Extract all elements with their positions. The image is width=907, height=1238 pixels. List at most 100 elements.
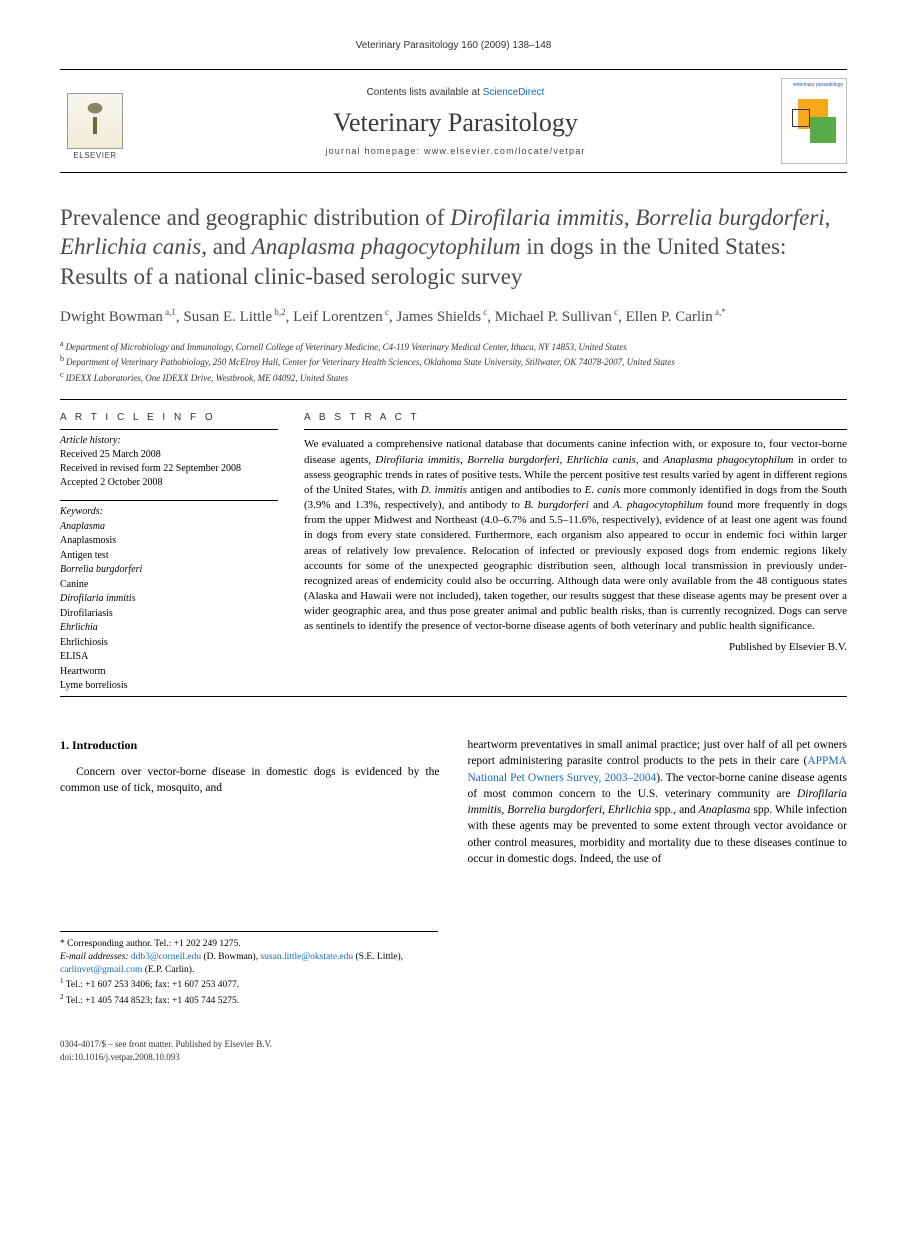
journal-cover-thumbnail: veterinary parasitology xyxy=(781,78,847,164)
email-label: E-mail addresses: xyxy=(60,952,131,962)
footer-copyright: 0304-4017/$ – see front matter. Publishe… xyxy=(60,1038,847,1051)
homepage-url[interactable]: www.elsevier.com/locate/vetpar xyxy=(424,146,586,156)
article-info-column: A R T I C L E I N F O Article history: R… xyxy=(60,402,278,694)
footnotes: * Corresponding author. Tel.: +1 202 249… xyxy=(60,931,438,1009)
homepage-prefix: journal homepage: xyxy=(325,146,424,156)
title-fragment: Dirofilaria immitis xyxy=(450,205,624,230)
history-line: Accepted 2 October 2008 xyxy=(60,476,278,490)
email-link[interactable]: susan.little@okstate.edu xyxy=(260,952,353,962)
cover-thumb-art xyxy=(790,95,838,155)
keyword: Borrelia burgdorferi xyxy=(60,563,278,578)
elsevier-tree-icon xyxy=(67,93,123,149)
keyword: Dirofilaria immitis xyxy=(60,592,278,607)
email-attribution: (E.P. Carlin). xyxy=(142,965,194,975)
body-fragment: Ehrlichia xyxy=(608,804,651,816)
author: Michael P. Sullivan c xyxy=(495,309,618,325)
keyword: Antigen test xyxy=(60,549,278,564)
body-fragment: Borrelia burgdorferi xyxy=(507,804,602,816)
footnote-number: 2 xyxy=(60,993,64,1001)
footnote-line: 1 Tel.: +1 607 253 3406; fax: +1 607 253… xyxy=(60,977,438,992)
affiliation-key: b xyxy=(60,354,66,363)
email-attribution: (D. Bowman), xyxy=(201,952,260,962)
keyword: ELISA xyxy=(60,650,278,665)
keyword: Heartworm xyxy=(60,665,278,680)
keywords-label: Keywords: xyxy=(60,505,278,520)
author: Susan E. Little b,2 xyxy=(183,309,285,325)
article-title: Prevalence and geographic distribution o… xyxy=(60,203,847,291)
history-label: Article history: xyxy=(60,434,278,448)
author-list: Dwight Bowman a,1, Susan E. Little b,2, … xyxy=(60,306,847,327)
author-mark: c xyxy=(383,307,389,317)
body-fragment: Anaplasma xyxy=(699,804,751,816)
title-fragment: , xyxy=(624,205,636,230)
abstract-fragment: , and xyxy=(636,454,663,466)
abstract-fragment: Ehrlichia canis xyxy=(567,454,636,466)
history-line: Received 25 March 2008 xyxy=(60,448,278,462)
article-history: Article history: Received 25 March 2008R… xyxy=(60,434,278,490)
abstract-fragment: E. canis xyxy=(585,484,621,496)
affiliation: a Department of Microbiology and Immunol… xyxy=(60,338,847,354)
page-footer: 0304-4017/$ – see front matter. Publishe… xyxy=(60,1038,847,1063)
abstract-heading: A B S T R A C T xyxy=(304,412,847,423)
elsevier-wordmark: ELSEVIER xyxy=(73,151,116,160)
keyword: Ehrlichia xyxy=(60,621,278,636)
author: Dwight Bowman a,1 xyxy=(60,309,176,325)
keyword: Dirofilariasis xyxy=(60,607,278,622)
section-number: 1. xyxy=(60,738,69,752)
author: James Shields c xyxy=(396,309,487,325)
abstract-fragment: antigen and antibodies to xyxy=(467,484,585,496)
sciencedirect-link[interactable]: ScienceDirect xyxy=(483,87,545,98)
title-fragment: Anaplasma phagocytophilum xyxy=(252,234,521,259)
journal-name: Veterinary Parasitology xyxy=(144,108,767,138)
affiliation-key: a xyxy=(60,339,66,348)
article-body: 1. Introduction Concern over vector-born… xyxy=(60,737,847,917)
keyword: Anaplasma xyxy=(60,520,278,535)
contents-prefix: Contents lists available at xyxy=(367,87,483,98)
footer-doi: doi:10.1016/j.vetpar.2008.10.093 xyxy=(60,1051,847,1064)
keyword: Lyme borreliosis xyxy=(60,679,278,694)
title-fragment: Borrelia burgdorferi xyxy=(635,205,824,230)
info-rule-2 xyxy=(60,500,278,501)
email-link[interactable]: carlinvet@gmail.com xyxy=(60,965,142,975)
abstract-fragment: , xyxy=(559,454,566,466)
abstract-fragment: Dirofilaria immitis xyxy=(375,454,460,466)
contents-line: Contents lists available at ScienceDirec… xyxy=(144,87,767,98)
email-addresses: E-mail addresses: ddb3@cornell.edu (D. B… xyxy=(60,951,438,978)
running-head: Veterinary Parasitology 160 (2009) 138–1… xyxy=(60,40,847,51)
affiliation: c IDEXX Laboratories, One IDEXX Drive, W… xyxy=(60,369,847,385)
title-fragment: , xyxy=(825,205,831,230)
rule-bottom xyxy=(60,696,847,697)
abstract-column: A B S T R A C T We evaluated a comprehen… xyxy=(304,402,847,694)
abstract-rule xyxy=(304,429,847,430)
author: Leif Lorentzen c xyxy=(293,309,389,325)
cover-thumb-title: veterinary parasitology xyxy=(785,82,843,88)
abstract-fragment: D. immitis xyxy=(421,484,467,496)
article-info-heading: A R T I C L E I N F O xyxy=(60,412,278,423)
title-fragment: , and xyxy=(201,234,251,259)
abstract-fragment: found more frequently in dogs from the u… xyxy=(304,499,847,632)
author-mark: c xyxy=(481,307,487,317)
publisher-note: Published by Elsevier B.V. xyxy=(304,641,847,653)
info-rule-1 xyxy=(60,429,278,430)
masthead-center: Contents lists available at ScienceDirec… xyxy=(144,87,767,156)
email-attribution: (S.E. Little), xyxy=(353,952,403,962)
email-link[interactable]: ddb3@cornell.edu xyxy=(131,952,201,962)
abstract-fragment: Borrelia burgdorferi xyxy=(467,454,559,466)
affiliation-list: a Department of Microbiology and Immunol… xyxy=(60,338,847,385)
abstract-fragment: Anaplasma phagocytophilum xyxy=(663,454,793,466)
keyword: Canine xyxy=(60,578,278,593)
elsevier-logo: ELSEVIER xyxy=(60,82,130,160)
abstract-fragment: and xyxy=(589,499,613,511)
keyword: Ehrlichiosis xyxy=(60,636,278,651)
abstract-fragment: A. phagocytophilum xyxy=(613,499,703,511)
author-mark: b,2 xyxy=(272,307,286,317)
affiliation: b Department of Veterinary Pathobiology,… xyxy=(60,353,847,369)
section-heading: 1. Introduction xyxy=(60,737,440,754)
history-line: Received in revised form 22 September 20… xyxy=(60,462,278,476)
author-mark: c xyxy=(612,307,618,317)
footnote-line: 2 Tel.: +1 405 744 8523; fax: +1 405 744… xyxy=(60,993,438,1008)
author-mark: a,* xyxy=(713,307,726,317)
body-fragment: spp., and xyxy=(651,804,698,816)
keyword: Anaplasmosis xyxy=(60,534,278,549)
title-fragment: Prevalence and geographic distribution o… xyxy=(60,205,450,230)
